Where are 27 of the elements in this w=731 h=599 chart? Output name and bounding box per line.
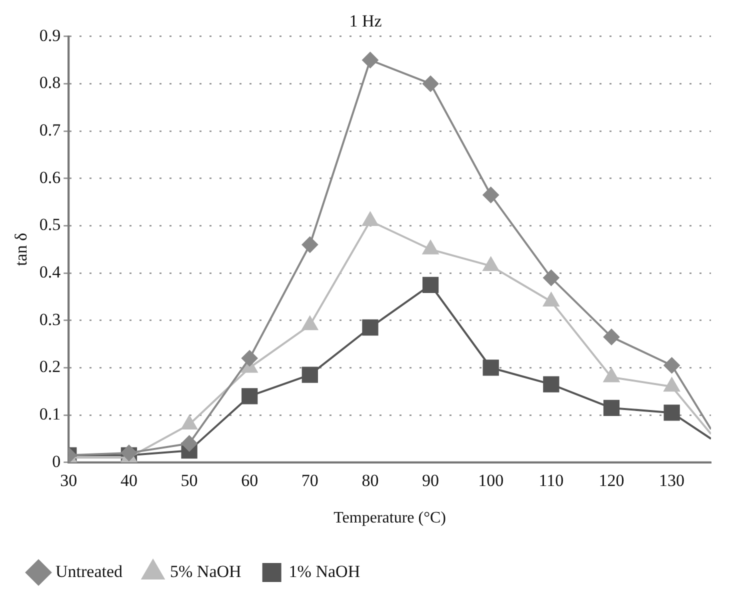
x-tick-label: 40 [120, 471, 138, 490]
x-tick-label: 130 [659, 471, 685, 490]
y-tick-label: 0.7 [39, 120, 62, 140]
x-tick-label: 90 [422, 471, 440, 490]
legend-label: 5% NaOH [170, 562, 242, 581]
y-tick-label: 0.4 [39, 262, 62, 282]
x-tick-label: 120 [598, 471, 624, 490]
x-tick-label: 70 [301, 471, 318, 490]
chart-title: 1 Hz [349, 12, 382, 31]
x-axis-title: Temperature (°C) [334, 510, 446, 527]
y-tick-label: 0.3 [39, 310, 61, 329]
x-tick-label: 30 [60, 471, 78, 490]
y-tick-label: 0 [52, 452, 61, 471]
x-tick-label: 60 [241, 471, 258, 490]
y-tick-label: 0.1 [39, 404, 61, 424]
y-tick-label: 0.5 [39, 215, 61, 234]
x-tick-label: 80 [362, 471, 379, 490]
legend-label: Untreated [56, 562, 124, 581]
x-tick-label: 100 [478, 471, 504, 490]
y-axis-title: tan δ [12, 232, 31, 266]
y-tick-label: 0.9 [39, 26, 61, 45]
x-tick-label: 110 [538, 471, 564, 490]
y-tick-label: 0.2 [39, 357, 61, 376]
legend-label: 1% NaOH [288, 562, 360, 581]
x-tick-label: 50 [180, 471, 198, 490]
y-tick-label: 0.6 [39, 168, 61, 187]
y-tick-label: 0.8 [39, 73, 61, 92]
